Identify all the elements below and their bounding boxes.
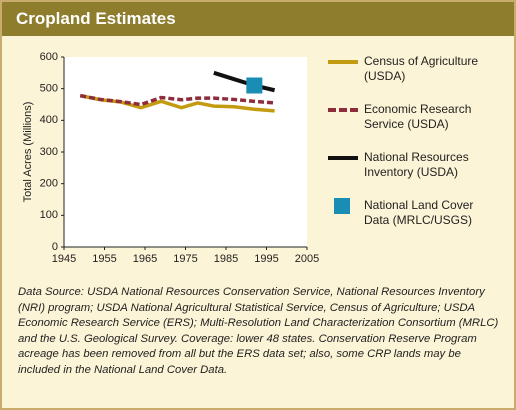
data-line <box>79 93 275 107</box>
legend: Census of Agriculture (USDA) Economic Res… <box>328 54 508 246</box>
x-tick-label: 1945 <box>52 253 76 265</box>
legend-label: National Land Cover Data (MRLC/USGS) <box>364 198 474 227</box>
x-tick-label: 1985 <box>214 253 238 265</box>
legend-swatch <box>328 108 358 112</box>
legend-entry: National Land Cover Data (MRLC/USGS) <box>328 198 508 246</box>
x-tick-label: 1965 <box>133 253 157 265</box>
data-source: Data Source: USDA National Resources Con… <box>18 286 499 376</box>
legend-swatch <box>328 60 358 64</box>
legend-swatch <box>334 198 350 214</box>
data-marker <box>246 77 263 94</box>
legend-entry: National Resources Inventory (USDA) <box>328 150 508 198</box>
legend-entry: Census of Agriculture (USDA) <box>328 54 508 102</box>
y-tick-label: 300 <box>40 146 58 158</box>
legend-entry: Economic Research Service (USDA) <box>328 102 508 150</box>
chart: 0 100 200 300 400 500 600 1945 1955 1965 1975 1985 1… <box>22 51 319 265</box>
data-line <box>79 93 275 113</box>
y-tick-label: 400 <box>40 114 58 126</box>
x-tick-label: 1975 <box>173 253 197 265</box>
y-axis-label: Total Acres (Millions) <box>22 102 34 203</box>
plot-area <box>64 57 307 247</box>
y-tick-label: 600 <box>40 51 58 63</box>
title-bar: Cropland Estimates <box>2 2 514 36</box>
x-tick-label: 2005 <box>295 253 319 265</box>
legend-swatch <box>328 156 358 160</box>
legend-label: Census of Agriculture (USDA) <box>364 54 479 83</box>
legend-label: National Resources Inventory (USDA) <box>364 150 469 179</box>
y-tick-label: 100 <box>40 209 58 221</box>
chart-title: Cropland Estimates <box>16 9 176 28</box>
x-tick-label: 1955 <box>92 253 116 265</box>
x-tick-label: 1995 <box>254 253 278 265</box>
y-tick-label: 500 <box>40 83 58 95</box>
y-tick-label: 200 <box>40 178 58 190</box>
y-tick-label: 0 <box>52 241 58 253</box>
data-line <box>213 70 276 93</box>
legend-label: Economic Research Service (USDA) <box>364 102 472 131</box>
